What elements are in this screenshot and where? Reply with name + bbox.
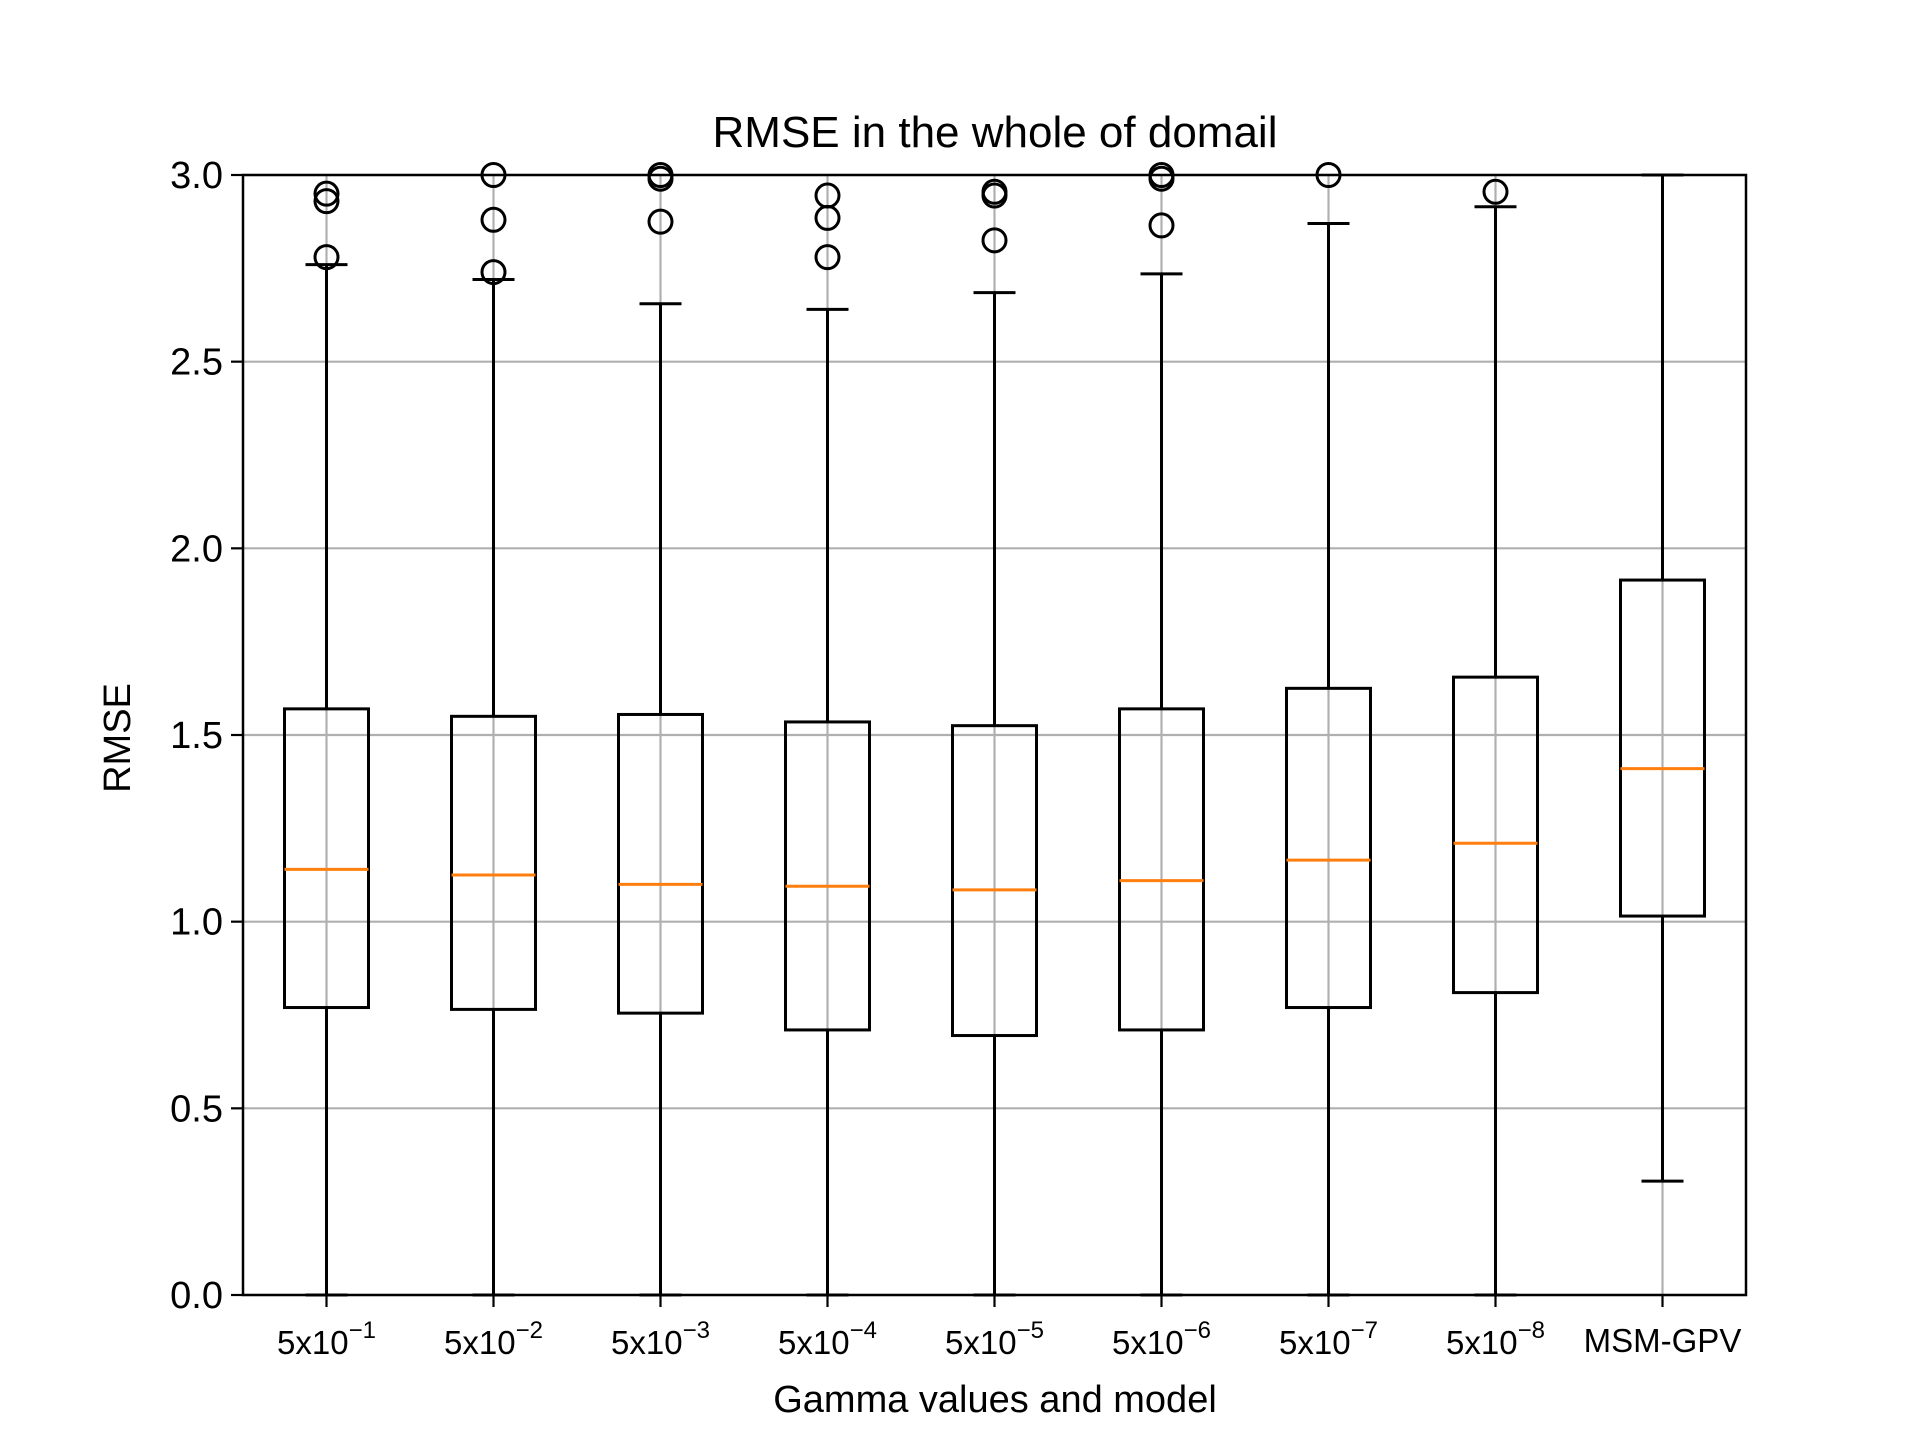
box-group — [1452, 178, 1539, 1297]
x-tick-label-base: 5x10 — [778, 1324, 850, 1361]
iqr-box — [1118, 707, 1205, 1032]
y-axis-label: RMSE — [97, 683, 139, 793]
x-tick-label-base: 5x10 — [1112, 1324, 1184, 1361]
iqr-box — [784, 720, 871, 1032]
x-tick-label-exponent: −8 — [1518, 1317, 1545, 1344]
outlier-point — [313, 188, 340, 215]
iqr-box — [951, 724, 1038, 1038]
x-tick-label-base: 5x10 — [444, 1324, 516, 1361]
chart-title: RMSE in the whole of domail — [713, 108, 1278, 157]
x-tick-label: 5x10−5 — [945, 1317, 1044, 1361]
x-tick-label: 5x10−8 — [1446, 1317, 1545, 1361]
y-tick-label: 1.5 — [170, 715, 223, 757]
y-tick-label: 0.5 — [170, 1088, 223, 1130]
x-tick-label: 5x10−2 — [444, 1317, 543, 1361]
x-tick-label-base: 5x10 — [1446, 1324, 1518, 1361]
boxes — [283, 162, 1706, 1297]
x-tick-label: 5x10−1 — [277, 1317, 376, 1361]
y-tick-label: 2.5 — [170, 342, 223, 384]
iqr-box — [1619, 578, 1706, 918]
outlier-point — [313, 180, 340, 207]
x-tick-label: 5x10−4 — [778, 1317, 877, 1361]
x-tick-label-exponent: −4 — [850, 1317, 877, 1344]
x-tick-label-exponent: −6 — [1184, 1317, 1211, 1344]
x-tick-label: 5x10−7 — [1279, 1317, 1378, 1361]
x-tick-label-exponent: −3 — [683, 1317, 710, 1344]
x-tick-label-exponent: −5 — [1017, 1317, 1044, 1344]
y-tick-label: 2.0 — [170, 528, 223, 570]
box-group — [283, 180, 370, 1297]
iqr-box — [617, 712, 704, 1015]
outlier-point — [1148, 212, 1175, 239]
x-tick-label: 5x10−6 — [1112, 1317, 1211, 1361]
outlier-point — [647, 208, 674, 235]
x-tick-label-base: 5x10 — [945, 1324, 1017, 1361]
box-group — [1619, 173, 1706, 1183]
x-tick-label-exponent: −1 — [349, 1317, 376, 1344]
x-tick-label-base: 5x10 — [1279, 1324, 1351, 1361]
iqr-box — [450, 714, 537, 1011]
x-tick-label: MSM-GPV — [1584, 1322, 1742, 1359]
iqr-box — [1452, 675, 1539, 995]
x-tick-label-exponent: −7 — [1351, 1317, 1378, 1344]
x-tick-label-base: MSM-GPV — [1584, 1322, 1742, 1359]
outlier-point — [814, 244, 841, 271]
y-axis: 0.0 0.5 1.0 1.5 2.0 2.5 3.0 — [170, 155, 243, 1317]
x-tick-label: 5x10−3 — [611, 1317, 710, 1361]
y-tick-label: 0.0 — [170, 1275, 223, 1317]
y-tick-label: 3.0 — [170, 155, 223, 197]
outlier-point — [1482, 178, 1509, 205]
x-tick-label-exponent: −2 — [516, 1317, 543, 1344]
x-tick-label-base: 5x10 — [611, 1324, 683, 1361]
x-axis-label: Gamma values and model — [773, 1379, 1217, 1421]
x-axis: 5x10−1 5x10−2 5x10−3 5x10−4 5x10−5 5x10−6 5x10… — [277, 1295, 1741, 1361]
iqr-box — [283, 707, 370, 1010]
y-tick-label: 1.0 — [170, 902, 223, 944]
outlier-point — [981, 227, 1008, 254]
box-group — [617, 162, 704, 1297]
iqr-box — [1285, 686, 1372, 1010]
outlier-point — [480, 259, 507, 286]
outlier-point — [981, 178, 1008, 205]
outlier-point — [814, 182, 841, 209]
x-tick-label-base: 5x10 — [277, 1324, 349, 1361]
box-group — [1285, 162, 1372, 1297]
outlier-point — [480, 206, 507, 233]
outlier-point — [313, 244, 340, 271]
